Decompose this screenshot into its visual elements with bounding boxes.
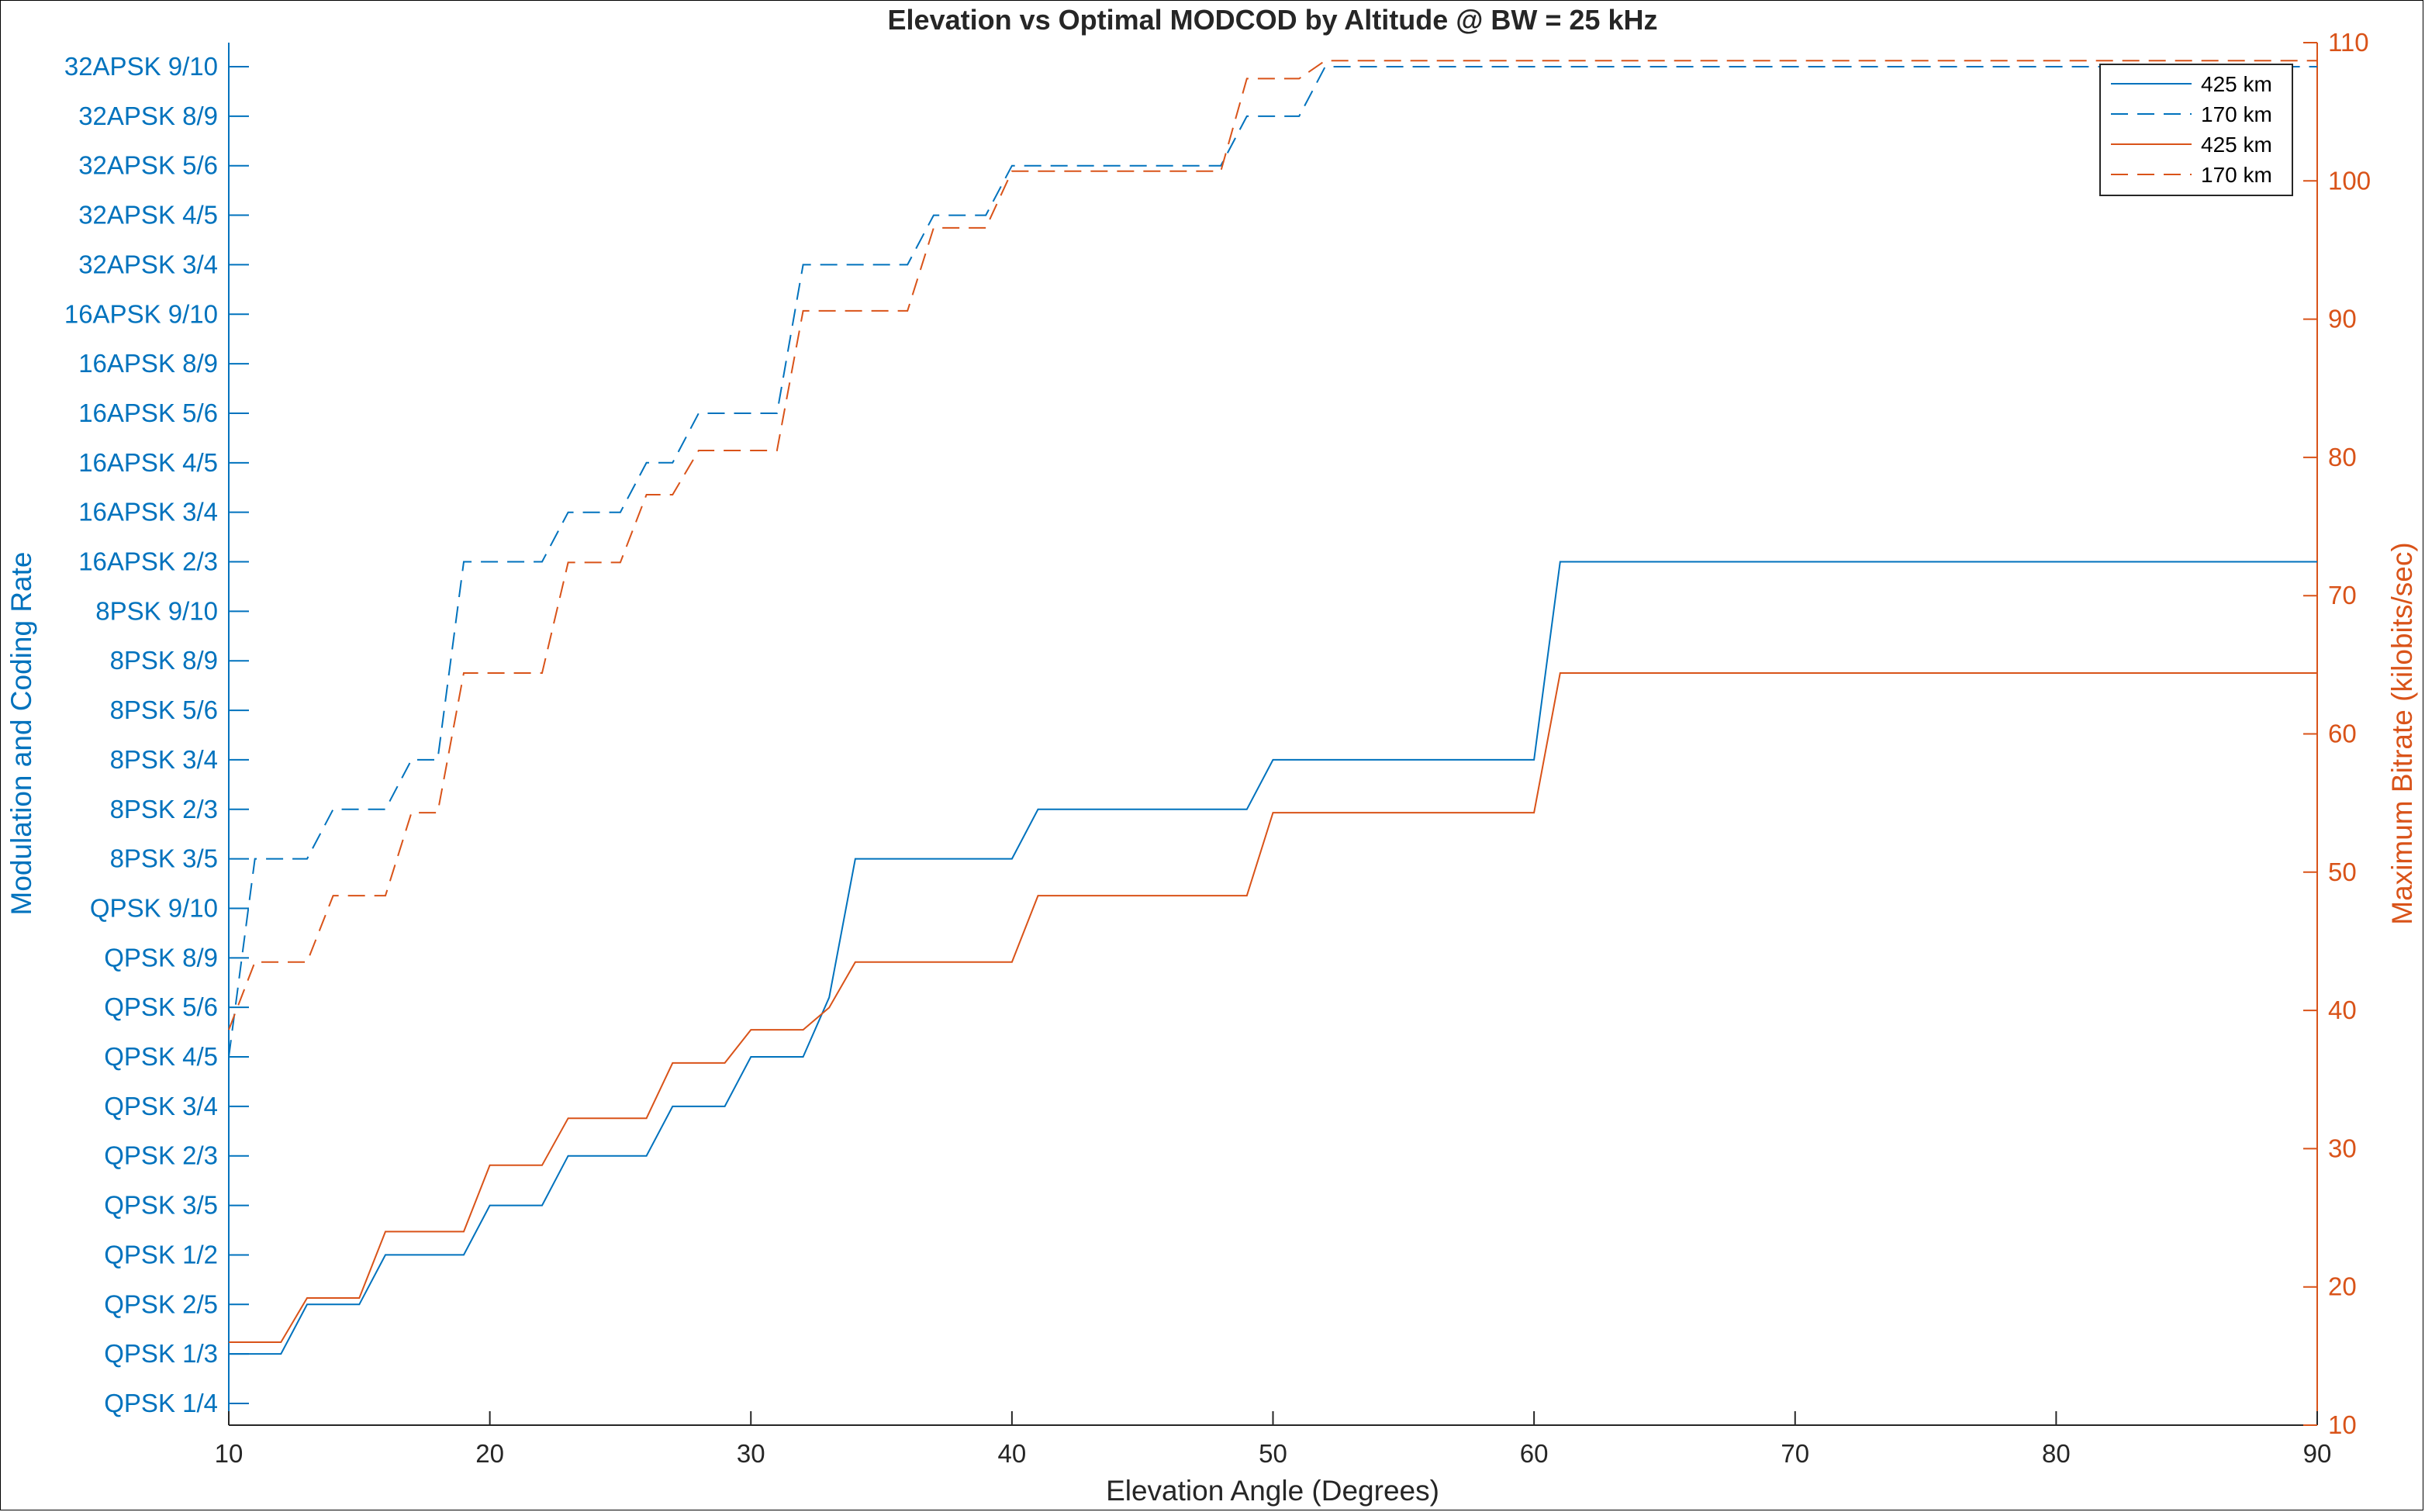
right-tick-label: 90 xyxy=(2328,305,2357,333)
right-tick-label: 60 xyxy=(2328,720,2357,748)
right-tick-label: 100 xyxy=(2328,166,2371,195)
series-line-3 xyxy=(229,672,2317,1343)
x-tick-label: 90 xyxy=(2303,1439,2332,1468)
series-line-2 xyxy=(228,66,2317,1058)
left-tick-label: 32APSK 4/5 xyxy=(78,201,218,230)
left-tick-label: QPSK 3/5 xyxy=(104,1191,218,1220)
left-tick-label: 8PSK 8/9 xyxy=(110,646,218,675)
left-tick-label: QPSK 5/6 xyxy=(104,992,218,1021)
x-tick-label: 30 xyxy=(737,1439,765,1468)
left-tick-label: 16APSK 3/4 xyxy=(78,498,218,526)
left-tick-label: 32APSK 3/4 xyxy=(78,250,218,278)
x-tick-label: 80 xyxy=(2042,1439,2071,1468)
legend-label-3: 425 km xyxy=(2201,133,2272,157)
series-group xyxy=(228,60,2317,1355)
left-tick-label: QPSK 8/9 xyxy=(104,943,218,972)
left-tick-label: QPSK 9/10 xyxy=(90,893,218,922)
x-tick-label: 60 xyxy=(1520,1439,1549,1468)
left-tick-label: QPSK 1/3 xyxy=(104,1339,218,1368)
right-tick-label: 110 xyxy=(2328,28,2369,57)
left-ticks: QPSK 1/4 QPSK 1/3 QPSK 2/5 QPSK 1/2 QPSK 3/5… xyxy=(64,52,249,1417)
right-tick-label: 40 xyxy=(2328,996,2357,1024)
left-tick-label: QPSK 1/4 xyxy=(104,1389,218,1417)
left-tick-label: QPSK 2/3 xyxy=(104,1141,218,1170)
left-tick-label: 32APSK 8/9 xyxy=(78,102,218,130)
left-tick-label: 16APSK 9/10 xyxy=(64,299,218,328)
right-tick-label: 30 xyxy=(2328,1134,2357,1162)
legend: 425 km 170 km 425 km 170 km xyxy=(2099,64,2293,196)
left-tick-label: 32APSK 9/10 xyxy=(64,52,218,81)
x-tick-label: 70 xyxy=(1781,1439,1809,1468)
left-tick-label: 16APSK 2/3 xyxy=(78,547,218,576)
x-tick-label: 20 xyxy=(475,1439,504,1468)
left-tick-label: 8PSK 2/3 xyxy=(110,795,218,823)
left-tick-label: QPSK 3/4 xyxy=(104,1092,218,1120)
left-tick-label: 8PSK 3/4 xyxy=(110,745,218,774)
left-tick-label: QPSK 2/5 xyxy=(104,1289,218,1318)
left-tick-label: 8PSK 5/6 xyxy=(110,696,218,724)
left-tick-label: QPSK 4/5 xyxy=(104,1042,218,1071)
left-tick-label: 16APSK 8/9 xyxy=(78,349,218,378)
legend-label-1: 425 km xyxy=(2201,72,2272,96)
right-ticks: 10 20 30 40 50 60 70 80 90 100 110 xyxy=(2303,28,2371,1439)
right-tick-label: 80 xyxy=(2328,443,2357,471)
left-axis-label: Modulation and Coding Rate xyxy=(5,552,37,916)
left-tick-label: 16APSK 5/6 xyxy=(78,399,218,427)
legend-label-2: 170 km xyxy=(2201,102,2272,126)
x-tick-label: 40 xyxy=(998,1439,1027,1468)
x-ticks: 10 20 30 40 50 60 70 80 90 xyxy=(215,1411,2332,1468)
legend-items: 425 km 170 km 425 km 170 km xyxy=(2111,72,2272,187)
left-tick-label: 32APSK 5/6 xyxy=(78,151,218,180)
right-tick-label: 50 xyxy=(2328,858,2357,886)
series-line-1 xyxy=(229,561,2317,1355)
axes xyxy=(228,43,2318,1426)
series-line-4 xyxy=(228,60,2317,1030)
left-tick-label: 8PSK 9/10 xyxy=(95,596,218,625)
right-tick-label: 20 xyxy=(2328,1272,2357,1301)
legend-box xyxy=(2099,64,2293,196)
x-tick-label: 50 xyxy=(1259,1439,1287,1468)
right-tick-label: 10 xyxy=(2328,1410,2357,1439)
left-tick-label: QPSK 1/2 xyxy=(104,1240,218,1269)
x-tick-label: 10 xyxy=(215,1439,244,1468)
left-tick-label: 8PSK 3/5 xyxy=(110,844,218,873)
x-axis-label: Elevation Angle (Degrees) xyxy=(1106,1475,1439,1507)
right-axis-label: Maximum Bitrate (kilobits/sec) xyxy=(2386,542,2418,924)
left-tick-label: 16APSK 4/5 xyxy=(78,448,218,477)
right-tick-label: 70 xyxy=(2328,581,2357,609)
chart-title: Elevation vs Optimal MODCOD by Altitude … xyxy=(888,4,1658,36)
legend-label-4: 170 km xyxy=(2201,163,2272,187)
